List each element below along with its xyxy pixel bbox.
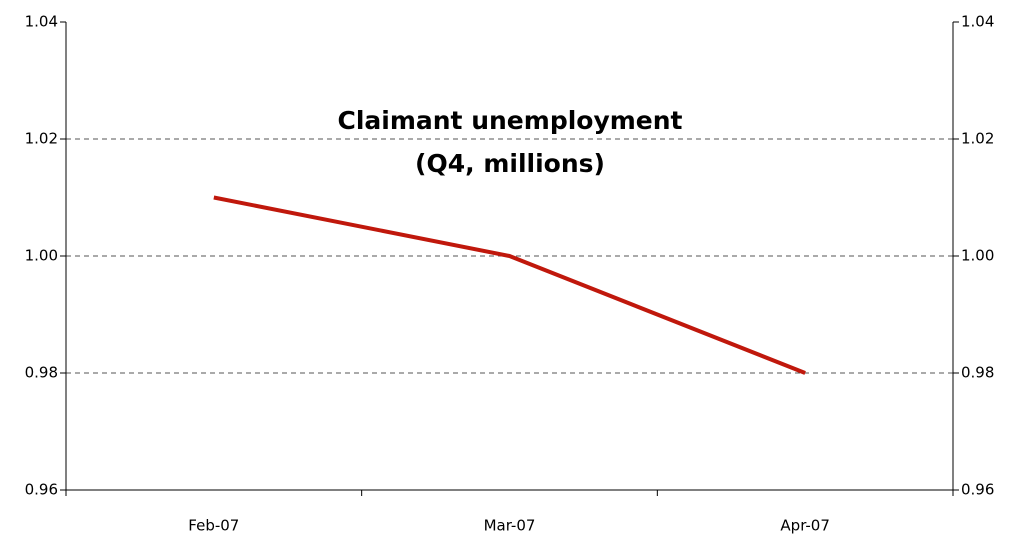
- y-tick-label: 1.02: [25, 130, 58, 148]
- chart-title: (Q4, millions): [415, 149, 605, 178]
- line-series: [213, 195, 806, 375]
- y2-tick-label: 1.02: [961, 130, 994, 148]
- y-tick-label: 0.98: [25, 364, 58, 382]
- y2-tick-label: 1.04: [961, 13, 994, 31]
- y-tick-label: 1.04: [25, 13, 58, 31]
- x-tick-label: Feb-07: [188, 517, 239, 535]
- y2-tick-label: 0.98: [961, 364, 994, 382]
- y2-tick-label: 0.96: [961, 481, 994, 499]
- x-tick-label: Mar-07: [484, 517, 536, 535]
- y2-tick-label: 1.00: [961, 247, 994, 265]
- y-tick-label: 0.96: [25, 481, 58, 499]
- x-tick-label: Apr-07: [780, 517, 830, 535]
- chart-title: Claimant unemployment: [337, 106, 682, 135]
- y-tick-label: 1.00: [25, 247, 58, 265]
